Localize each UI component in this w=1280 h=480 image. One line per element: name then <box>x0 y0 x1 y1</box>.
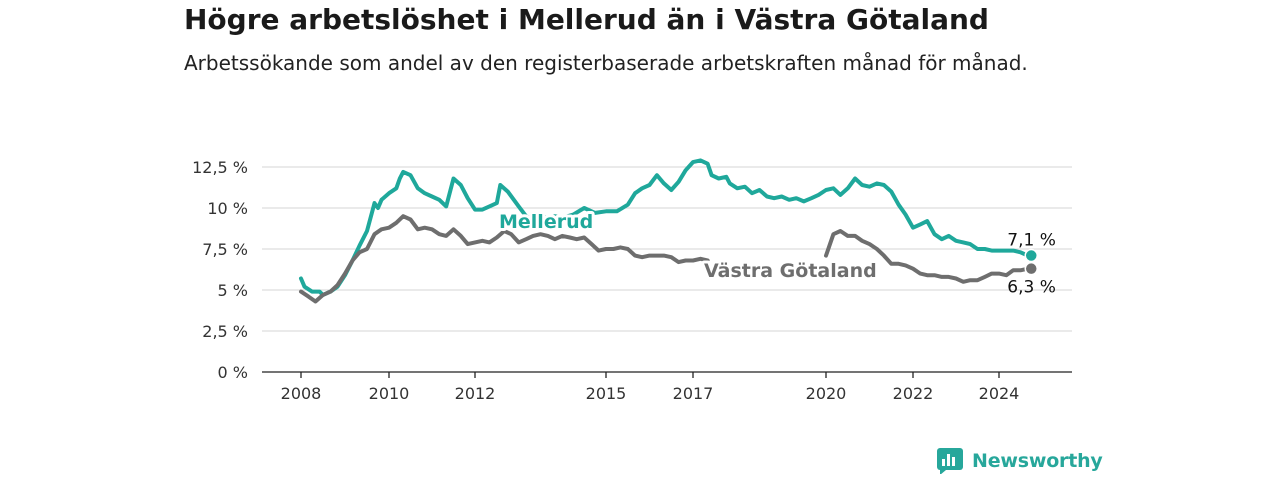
x-tick-label: 2008 <box>281 384 322 403</box>
grid-lines <box>262 166 1072 332</box>
series-end-dot-mellerud <box>1024 248 1038 263</box>
series-labels: 7,1 % 6,3 % Mellerud Västra Götaland <box>496 208 1056 298</box>
y-axis-ticks: 0 % 2,5 % 5 % 7,5 % 10 % 12,5 % <box>192 158 248 382</box>
x-tick-label: 2022 <box>893 384 934 403</box>
series-end-label-vastra-gotaland: 6,3 % <box>1007 278 1056 298</box>
chart-title: Högre arbetslöshet i Mellerud än i Västr… <box>184 3 989 36</box>
y-tick-label: 2,5 % <box>202 322 248 341</box>
series-lines <box>299 158 1038 304</box>
newsworthy-logo-icon <box>937 448 963 474</box>
y-tick-label: 5 % <box>218 281 248 300</box>
x-tick-label: 2024 <box>979 384 1020 403</box>
chart-subtitle: Arbetssökande som andel av den registerb… <box>184 51 1028 75</box>
series-end-dot-vastra-gotaland <box>1024 261 1038 276</box>
newsworthy-logo[interactable]: Newsworthy <box>937 448 1103 474</box>
y-tick-label: 7,5 % <box>202 240 248 259</box>
y-tick-label: 12,5 % <box>192 158 248 177</box>
x-tick-label: 2017 <box>673 384 714 403</box>
series-end-label-mellerud: 7,1 % <box>1007 231 1056 251</box>
newsworthy-brand-text: Newsworthy <box>972 450 1103 472</box>
series-line-vastra-gotaland <box>299 214 1034 304</box>
x-tick-label: 2020 <box>806 384 847 403</box>
x-tick-label: 2012 <box>455 384 496 403</box>
series-line-mellerud <box>299 158 1034 297</box>
series-name-label-mellerud: Mellerud <box>499 211 593 233</box>
series-name-label-vastra-gotaland: Västra Götaland <box>704 260 877 282</box>
y-tick-label: 0 % <box>218 363 248 382</box>
x-axis: 2008 2010 2012 2015 2017 2020 2022 2024 <box>262 371 1072 403</box>
y-tick-label: 10 % <box>207 199 248 218</box>
x-tick-label: 2010 <box>369 384 410 403</box>
x-tick-label: 2015 <box>586 384 627 403</box>
